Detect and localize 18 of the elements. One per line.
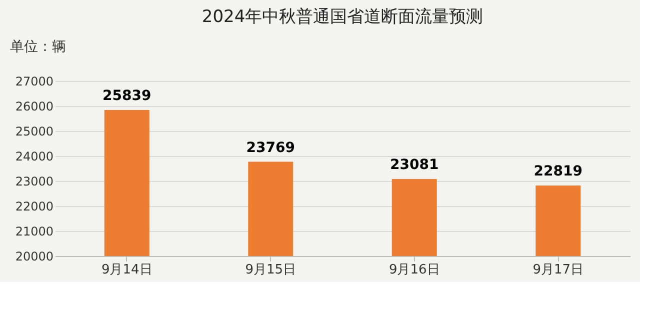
chart-title: 2024年中秋普通国省道断面流量预测 xyxy=(202,7,484,27)
y-tick-label: 26000 xyxy=(15,100,54,114)
y-tick-label: 23000 xyxy=(15,174,54,188)
y-tick-label: 20000 xyxy=(15,250,54,264)
y-tick-label: 21000 xyxy=(15,224,54,238)
y-tick-label: 25000 xyxy=(15,124,54,138)
x-tick-label: 9月16日 xyxy=(388,262,440,278)
y-tick-label: 27000 xyxy=(15,74,54,88)
y-tick-label: 24000 xyxy=(15,150,54,164)
x-tick-label: 9月14日 xyxy=(101,262,152,278)
text: 单位：辆 xyxy=(10,39,66,55)
data-label: 25839 xyxy=(102,88,152,104)
data-label: 23081 xyxy=(390,156,439,173)
x-tick-label: 9月17日 xyxy=(532,262,584,278)
data-label: 23769 xyxy=(246,140,295,156)
data-label: 22819 xyxy=(534,164,582,180)
y-tick-label: 22000 xyxy=(15,200,54,214)
x-tick-label: 9月15日 xyxy=(245,262,296,278)
